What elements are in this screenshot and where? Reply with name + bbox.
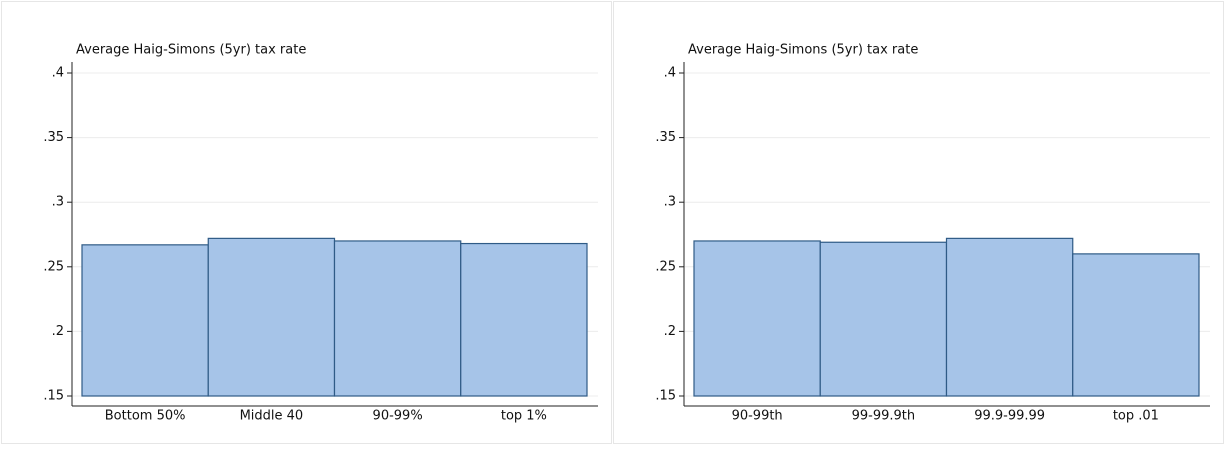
- y-tick-label: .35: [43, 130, 64, 145]
- chart-title: Average Haig-Simons (5yr) tax rate: [688, 43, 918, 58]
- y-tick-label: .25: [655, 259, 676, 274]
- y-tick-label: .35: [655, 130, 676, 145]
- bar: [460, 242, 588, 397]
- y-tick-label: .15: [43, 389, 64, 404]
- panel-border: [613, 1, 1224, 444]
- panel-border: [1, 1, 612, 444]
- y-tick-label: .15: [655, 389, 676, 404]
- y-tick-label: .2: [664, 324, 676, 339]
- x-tick-label: Bottom 50%: [105, 409, 186, 424]
- bar: [81, 244, 209, 397]
- y-tick-label: .3: [52, 195, 64, 210]
- x-tick-label: 90-99th: [732, 409, 783, 424]
- x-tick-label: 99.9-99.99: [974, 409, 1045, 424]
- x-tick-label: Middle 40: [240, 409, 304, 424]
- chart-title: Average Haig-Simons (5yr) tax rate: [76, 43, 306, 58]
- x-tick-label: top .01: [1113, 409, 1159, 424]
- x-tick-label: 90-99%: [373, 409, 423, 424]
- x-tick-label: 99-99.9th: [852, 409, 916, 424]
- y-tick-label: .25: [43, 259, 64, 274]
- bar: [945, 237, 1074, 397]
- bar: [693, 240, 821, 397]
- y-tick-label: .4: [52, 66, 64, 81]
- bar: [333, 240, 462, 397]
- x-tick-label: top 1%: [501, 409, 547, 424]
- y-tick-label: .4: [664, 66, 676, 81]
- y-tick-label: .3: [664, 195, 676, 210]
- bar: [207, 237, 336, 397]
- bar: [819, 241, 948, 397]
- bar: [1072, 253, 1200, 397]
- y-tick-label: .2: [52, 324, 64, 339]
